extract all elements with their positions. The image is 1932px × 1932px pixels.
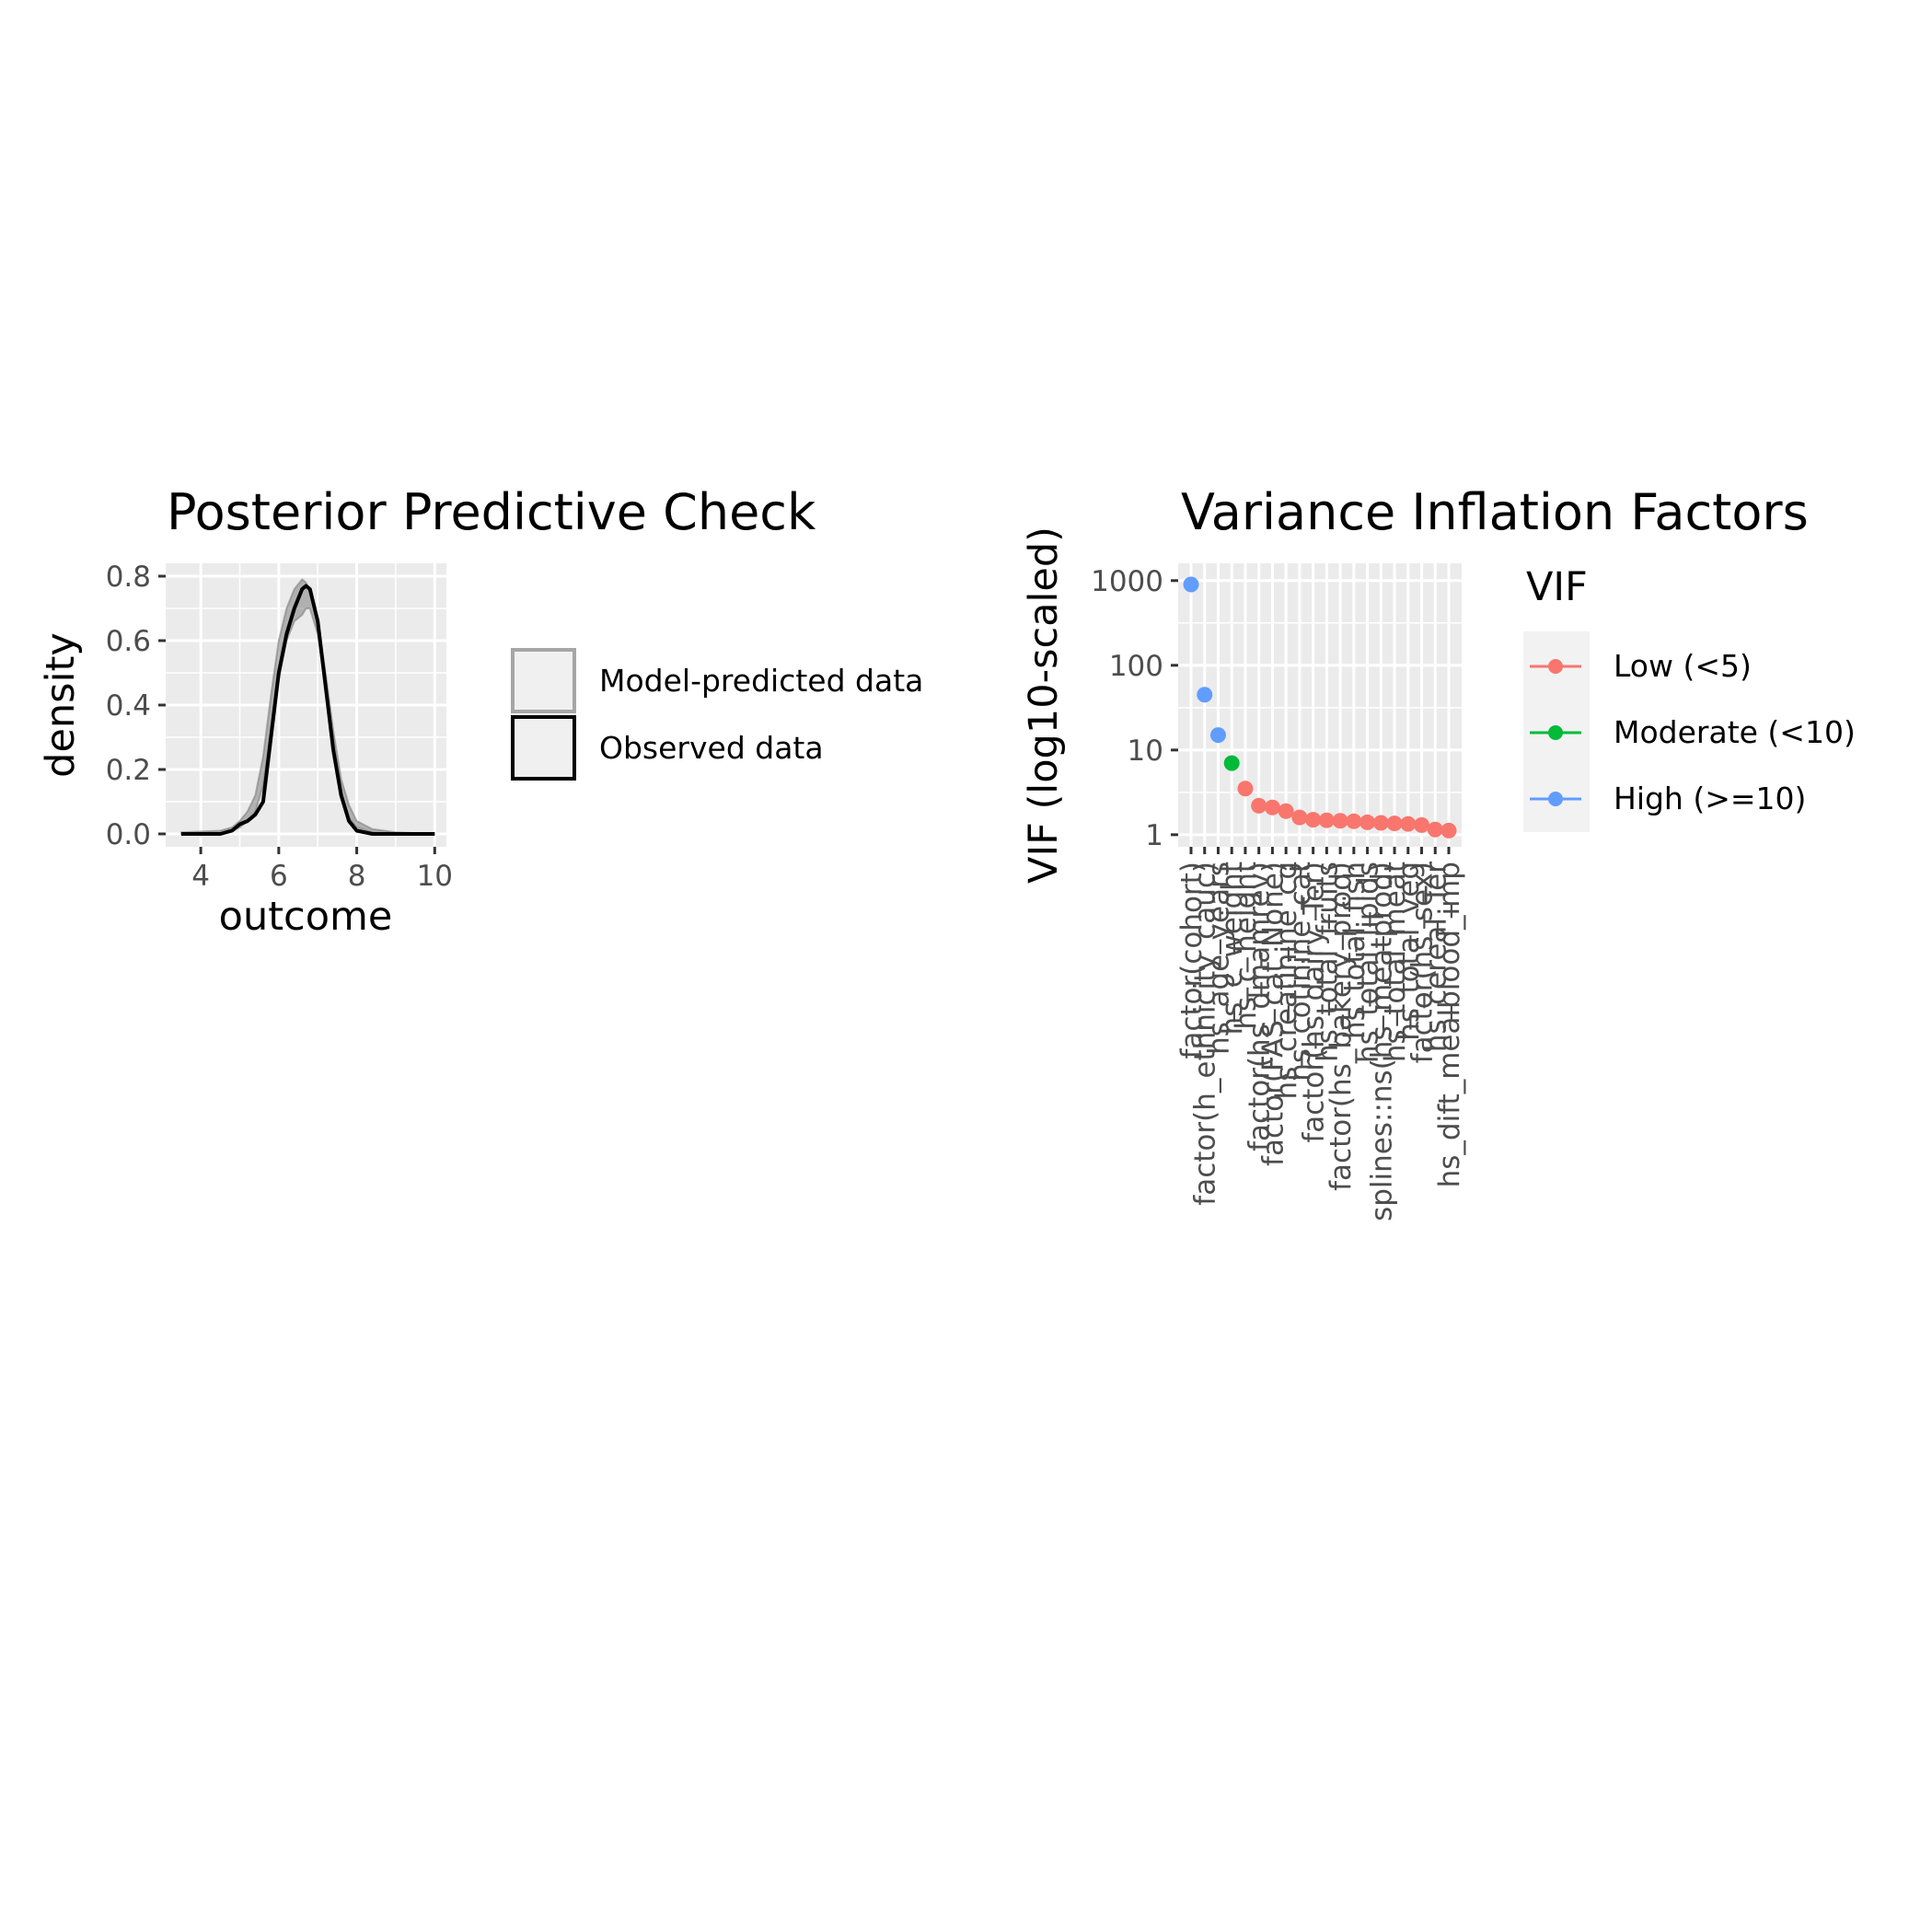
vif-point	[1386, 816, 1403, 832]
vif-point	[1209, 727, 1226, 744]
vif-x-tick-label: splines::ns(hs_meatprod)	[1365, 862, 1398, 1221]
vif-x-tick-label: factor(h_ethnicity_cauc)	[1189, 862, 1222, 1206]
legend-label-high: High (>=10)	[1614, 781, 1806, 816]
legend-key-model-predicted	[511, 648, 576, 713]
legend-dot-high	[1548, 792, 1563, 806]
legend-label-model-predicted: Model-predicted data	[599, 663, 923, 699]
ppc-observed-line	[180, 584, 435, 836]
vif-legend-high: High (>=10)	[1530, 781, 1806, 816]
ppc-y-tick-label: 0.8	[106, 561, 151, 594]
vif-x-tick-label: hs_total_veg	[1393, 862, 1426, 1041]
vif-y-ticks: 1 10 100 1000	[1091, 565, 1178, 852]
vif-x-tick-label: hs_total_meat	[1379, 862, 1412, 1062]
vif-plot-background	[1178, 563, 1462, 847]
vif-points	[1183, 576, 1457, 839]
vif-point	[1332, 813, 1348, 829]
vif-gridlines	[1178, 563, 1462, 847]
vif-y-axis-title: VIF (log10-scaled)	[1021, 526, 1067, 884]
vif-y-tick-label: 10	[1128, 735, 1163, 768]
vif-x-tick-label: hs_c_height	[1230, 862, 1263, 1030]
vif-legend-moderate: Moderate (<10)	[1530, 714, 1856, 750]
legend-label-low: Low (<5)	[1614, 648, 1752, 684]
vif-point	[1237, 781, 1254, 797]
vif-x-tick-label: factor(cohort)	[1175, 862, 1209, 1059]
ppc-x-tick-label: 10	[417, 860, 453, 893]
vif-point	[1251, 797, 1267, 814]
vif-point	[1197, 687, 1213, 703]
vif-x-tick-label: factor(hs_dmamrev)	[1244, 862, 1277, 1151]
vif-x-tick-label: hs_cotinine_cat	[1284, 862, 1317, 1082]
legend-label-moderate: Moderate (<10)	[1614, 714, 1856, 750]
vif-point	[1318, 812, 1335, 828]
vif-point	[1223, 755, 1240, 771]
legend-dot-low	[1548, 659, 1563, 674]
ppc-legend: Model-predicted data Observed data	[511, 648, 923, 781]
vif-point	[1359, 814, 1376, 830]
ppc-y-tick-label: 0.0	[106, 818, 151, 851]
vif-point	[1183, 576, 1199, 593]
legend-key-observed	[511, 715, 576, 781]
ppc-x-tick-label: 8	[348, 860, 366, 893]
observed-density-line	[180, 584, 435, 836]
vif-y-tick-label: 1	[1145, 819, 1163, 852]
vif-panel: Variance Inflation Factors factor(cohort…	[1021, 483, 1856, 1221]
vif-point	[1440, 822, 1457, 839]
vif-title: Variance Inflation Factors	[1181, 483, 1809, 541]
ppc-panel: Posterior Predictive Check 4 6 8 10 0.00.20…	[38, 483, 923, 940]
vif-point	[1372, 815, 1389, 831]
vif-x-tick-label: factor(FAS_cat_None)	[1256, 862, 1290, 1166]
vif-point	[1278, 803, 1294, 819]
ppc-x-ticks: 4 6 8 10	[191, 847, 453, 893]
ppc-x-tick-label: 6	[270, 860, 288, 893]
vif-point	[1291, 809, 1308, 826]
vif-y-tick-label: 1000	[1091, 565, 1163, 598]
vif-legend: VIF Low (<5) Moderate (<10) High (>=10)	[1523, 564, 1856, 832]
legend-dot-moderate	[1548, 725, 1563, 740]
ppc-y-tick-label: 0.2	[106, 754, 151, 787]
vif-x-tick-label: factor(hs_dairy_Ter)	[1298, 862, 1331, 1143]
vif-legend-low: Low (<5)	[1530, 648, 1752, 684]
ppc-x-tick-label: 4	[191, 860, 210, 893]
vif-x-ticks: factor(cohort)factor(h_ethnicity_cauc)hs…	[1175, 847, 1466, 1221]
vif-point	[1305, 812, 1322, 828]
legend-label-observed: Observed data	[599, 730, 824, 766]
vif-point	[1427, 821, 1443, 838]
vif-x-tick-label: hs_creatinine_cg	[1270, 862, 1303, 1099]
vif-x-tick-label: factor(hs_bakery_prod)	[1325, 862, 1358, 1191]
ppc-y-tick-label: 0.4	[106, 689, 151, 723]
vif-x-tick-label: hs_total_fruits	[1311, 862, 1344, 1062]
ppc-title: Posterior Predictive Check	[167, 483, 816, 541]
vif-x-tick-label: hs_total_fish	[1338, 862, 1371, 1039]
vif-legend-title: VIF	[1526, 564, 1588, 610]
vif-point	[1346, 813, 1362, 829]
vif-point	[1400, 816, 1417, 832]
ppc-x-axis-title: outcome	[219, 894, 393, 940]
ppc-y-axis-title: density	[38, 632, 84, 778]
vif-x-tick-label: hs_dift_mealblood_imp	[1433, 862, 1466, 1187]
vif-x-tick-label: hs_c_weight	[1216, 862, 1249, 1035]
vif-x-tick-label: factor(hs_sex)	[1406, 862, 1440, 1063]
vif-y-tick-label: 100	[1109, 650, 1163, 683]
vif-point	[1264, 799, 1280, 816]
vif-x-tick-label: hs_total_lipids	[1352, 862, 1385, 1063]
ppc-y-ticks: 0.0 0.2 0.4 0.6 0.8	[106, 561, 166, 851]
vif-x-tick-label: hs_cereal_Ter	[1419, 862, 1452, 1052]
ppc-y-tick-label: 0.6	[106, 625, 151, 658]
vif-x-tick-label: hs_age_years	[1202, 862, 1235, 1055]
vif-point	[1414, 816, 1430, 833]
